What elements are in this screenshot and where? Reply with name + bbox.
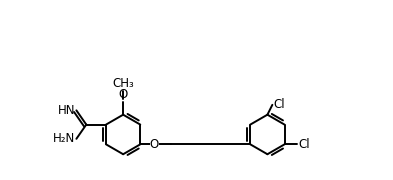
Text: H₂N: H₂N [53,132,75,145]
Text: Cl: Cl [298,138,310,151]
Text: CH₃: CH₃ [112,77,134,90]
Text: Cl: Cl [274,98,285,111]
Text: HN: HN [58,104,75,117]
Text: O: O [150,138,159,151]
Text: O: O [119,88,128,101]
